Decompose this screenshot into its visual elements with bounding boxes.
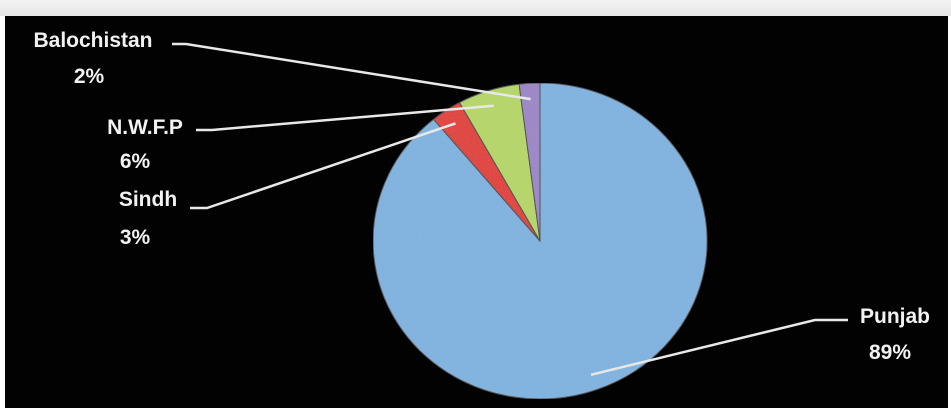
- slice-labels: Punjab 89% Sindh 3% N.W.F.P 6% Balochistan 2%: [33, 29, 930, 364]
- slice-label-percent: 2%: [74, 65, 105, 88]
- slice-label-name: Sindh: [119, 188, 177, 211]
- leader-line-4: [172, 42, 531, 101]
- leader-lines: [172, 42, 848, 377]
- leader-line-3: [196, 104, 494, 132]
- slice-label-name: N.W.F.P: [107, 116, 183, 139]
- slice-label-percent: 3%: [120, 226, 151, 249]
- pie-slice-balochistan: [518, 82, 541, 242]
- slice-label-percent: 6%: [120, 150, 151, 173]
- pie-slices: [372, 82, 708, 400]
- slice-label-name: Balochistan: [33, 29, 152, 52]
- top-strip: [0, 0, 951, 16]
- leader-line-2: [190, 122, 456, 210]
- leader-line-1: [590, 318, 848, 377]
- slice-label-name: Punjab: [860, 305, 930, 328]
- slice-label-percent: 89%: [869, 341, 911, 364]
